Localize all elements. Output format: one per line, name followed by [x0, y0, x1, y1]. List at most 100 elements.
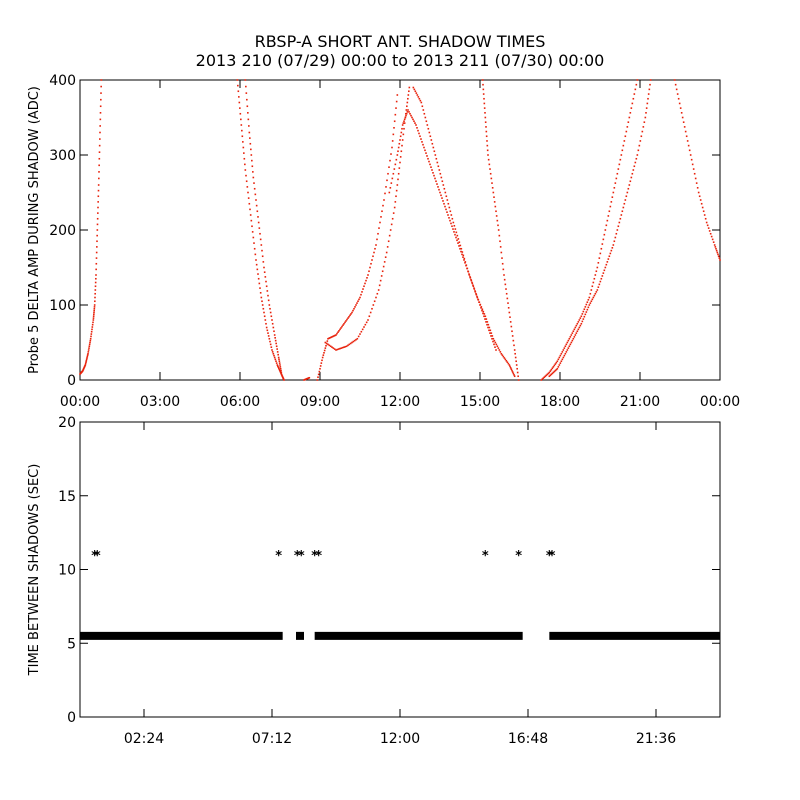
top-data-point	[407, 109, 409, 111]
top-data-point	[485, 130, 488, 133]
bottom-data-point: *	[297, 549, 305, 564]
top-data-point	[561, 351, 564, 353]
top-data-point	[431, 169, 433, 171]
top-data-point	[339, 347, 341, 350]
top-data-point	[333, 335, 335, 337]
top-data-point	[562, 356, 565, 359]
top-data-point	[715, 249, 718, 252]
top-data-point	[417, 96, 420, 98]
top-data-point	[412, 86, 415, 89]
top-data-point	[641, 130, 644, 133]
top-data-point	[445, 208, 447, 211]
top-data-point	[628, 184, 631, 186]
top-y-tick-label: 100	[49, 298, 76, 314]
top-data-point	[245, 92, 248, 94]
top-data-point	[626, 191, 629, 194]
bottom-data-point: *	[545, 549, 553, 564]
top-data-point	[94, 289, 97, 291]
top-data-point	[403, 118, 406, 121]
top-data-point	[486, 321, 489, 323]
top-data-point	[98, 144, 101, 147]
top-data-point	[614, 236, 617, 239]
top-data-point	[328, 337, 330, 340]
top-data-point	[450, 214, 453, 216]
top-data-point	[596, 289, 599, 291]
top-data-point	[247, 118, 250, 121]
top-data-point	[417, 129, 419, 132]
top-data-point	[506, 297, 509, 300]
top-data-point	[361, 328, 364, 331]
top-data-point	[353, 307, 355, 310]
top-data-point	[388, 166, 390, 168]
top-data-point	[246, 105, 249, 108]
top-data-point	[515, 360, 517, 363]
top-data-point	[564, 345, 567, 348]
top-data-point	[261, 249, 263, 252]
top-data-point	[382, 204, 384, 207]
top-data-point	[635, 83, 638, 86]
top-data-point	[385, 251, 388, 254]
top-data-point	[243, 157, 246, 160]
top-data-point	[550, 373, 553, 376]
top-y-tick-label: 200	[49, 223, 76, 239]
top-data-point	[636, 154, 639, 156]
top-data-point	[273, 354, 275, 357]
top-data-point	[707, 227, 710, 229]
top-data-point	[506, 361, 509, 363]
top-data-point	[265, 285, 268, 288]
top-data-point	[487, 326, 489, 329]
bottom-data-point: *	[311, 549, 319, 564]
top-data-point	[591, 298, 594, 301]
top-data-point	[515, 364, 518, 366]
top-data-point	[565, 343, 568, 346]
top-data-point	[586, 308, 589, 311]
top-data-point	[681, 116, 684, 119]
top-data-point	[463, 257, 466, 260]
top-data-point	[512, 339, 515, 342]
top-data-point	[279, 369, 281, 372]
top-data-point	[590, 289, 593, 291]
top-data-point	[634, 161, 637, 164]
top-data-point	[463, 259, 465, 261]
bottom-y-tick-label: 0	[67, 710, 76, 726]
top-data-point	[99, 138, 101, 140]
top-data-point	[263, 266, 265, 269]
bottom-data-point: *	[515, 549, 523, 564]
top-data-point	[276, 351, 279, 353]
top-data-point	[88, 343, 91, 346]
top-data-point	[267, 299, 270, 302]
top-data-point	[359, 333, 361, 335]
top-data-point	[443, 202, 445, 205]
top-data-point	[489, 332, 491, 334]
top-data-point	[576, 322, 579, 325]
top-data-point	[247, 197, 250, 199]
top-data-point	[255, 259, 257, 261]
top-data-point	[95, 268, 97, 271]
top-data-point	[551, 367, 554, 370]
top-data-point	[283, 379, 285, 381]
top-data-point	[492, 340, 494, 343]
top-data-point	[631, 102, 634, 105]
top-data-point	[454, 233, 456, 236]
top-data-point	[575, 332, 578, 334]
top-data-point	[242, 146, 245, 149]
bottom-data-point: *	[481, 549, 489, 564]
top-data-point	[472, 285, 475, 288]
top-data-point	[517, 379, 520, 381]
top-data-point	[541, 378, 544, 380]
top-data-point	[466, 267, 469, 270]
top-data-point	[96, 240, 98, 243]
top-data-point	[460, 247, 463, 250]
top-data-point	[703, 214, 706, 216]
top-data-point	[702, 210, 705, 213]
top-data-point	[614, 182, 617, 184]
top-data-point	[620, 154, 623, 156]
top-data-point	[392, 212, 395, 214]
top-data-point	[597, 286, 600, 288]
top-data-point	[251, 165, 254, 168]
top-data-point	[415, 124, 417, 126]
top-data-point	[451, 225, 453, 228]
top-data-point	[429, 163, 431, 166]
top-data-point	[558, 356, 561, 359]
top-data-point	[674, 83, 677, 86]
